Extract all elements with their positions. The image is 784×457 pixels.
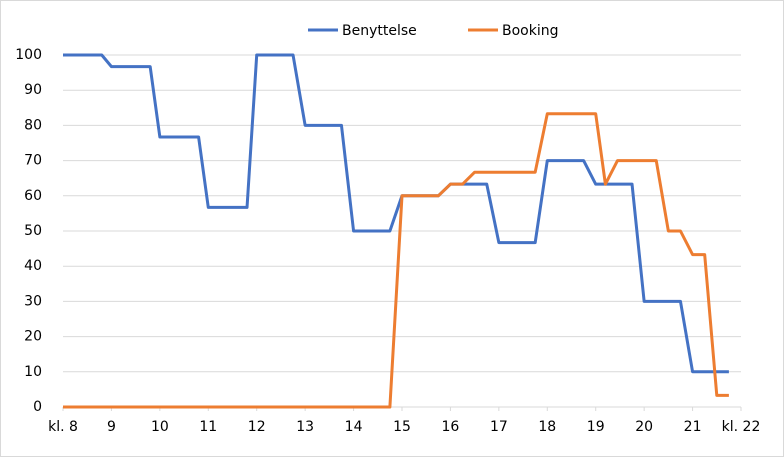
x-tick-label: 13 [296,419,314,435]
x-tick-label: 15 [393,419,411,435]
x-tick-label: 9 [107,419,116,435]
x-tick-label: 19 [587,419,605,435]
y-tick-label: 10 [24,364,42,380]
y-tick-label: 60 [24,188,42,204]
x-tick-label: kl. 22 [722,419,761,435]
x-tick-label: 14 [345,419,363,435]
x-tick-label: 17 [490,419,508,435]
x-tick-label: 11 [199,419,217,435]
legend-label: Benyttelse [342,23,417,39]
x-tick-label: 16 [442,419,460,435]
x-tick-label: 20 [635,419,653,435]
y-tick-label: 80 [24,117,42,133]
y-tick-label: 20 [24,329,42,345]
legend-label: Booking [502,23,559,39]
x-tick-label: 12 [248,419,266,435]
y-tick-label: 50 [24,223,42,239]
x-tick-label: kl. 8 [48,419,78,435]
x-tick-label: 21 [684,419,702,435]
line-series [63,53,729,374]
y-tick-label: 0 [33,399,42,415]
y-tick-label: 40 [24,258,42,274]
y-tick-label: 90 [24,82,42,98]
x-tick-label: 10 [151,419,169,435]
y-tick-label: 70 [24,153,42,169]
line-series [63,112,729,409]
x-tick-label: 18 [538,419,556,435]
y-tick-label: 100 [15,47,42,63]
y-tick-label: 30 [24,293,42,309]
